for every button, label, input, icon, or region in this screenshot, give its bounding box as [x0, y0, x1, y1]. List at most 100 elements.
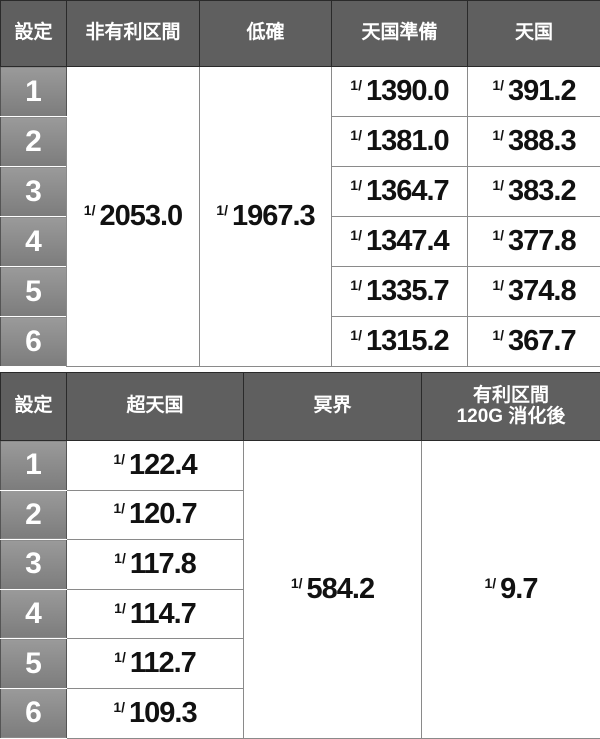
- heaven-prep-cell: 1/1381.0: [332, 117, 468, 167]
- non-advantage-cell: 1/2053.0: [67, 67, 200, 367]
- super-heaven-prob-value: 120.7: [129, 498, 197, 530]
- fraction-prefix: 1/: [350, 127, 362, 143]
- header-heaven-prep: 天国準備: [332, 1, 468, 67]
- fraction-prefix: 1/: [114, 600, 126, 616]
- fraction-prefix: 1/: [350, 277, 362, 293]
- heaven-prep-prob-value: 1335.7: [366, 275, 449, 307]
- heaven-prob: 1/388.3: [492, 137, 575, 154]
- fraction-prefix: 1/: [492, 177, 504, 193]
- fraction-prefix: 1/: [350, 227, 362, 243]
- setting-cell: 4: [1, 589, 67, 639]
- underworld-prob-value: 584.2: [307, 573, 375, 605]
- heaven-prob-value: 377.8: [508, 225, 576, 257]
- fraction-prefix: 1/: [492, 327, 504, 343]
- setting-cell: 1: [1, 441, 67, 491]
- super-heaven-prob-value: 114.7: [130, 598, 196, 630]
- advantage-after-120g-prob-value: 9.7: [500, 573, 537, 605]
- heaven-prep-prob: 1/1315.2: [350, 337, 448, 354]
- header-non-advantage: 非有利区間: [67, 1, 200, 67]
- non-advantage-prob-value: 2053.0: [99, 200, 182, 232]
- heaven-prep-cell: 1/1347.4: [332, 217, 468, 267]
- header-low-prob: 低確: [200, 1, 332, 67]
- underworld-prob: 1/584.2: [291, 585, 374, 602]
- fraction-prefix: 1/: [492, 277, 504, 293]
- non-advantage-prob: 1/2053.0: [84, 212, 182, 229]
- super-heaven-prob: 1/109.3: [113, 709, 196, 726]
- heaven-cell: 1/367.7: [468, 317, 600, 367]
- fraction-prefix: 1/: [350, 327, 362, 343]
- heaven-prob-value: 367.7: [508, 325, 576, 357]
- super-heaven-prob: 1/112.7: [114, 659, 196, 676]
- super-heaven-prob-value: 117.8: [130, 548, 196, 580]
- low-prob: 1/1967.3: [216, 212, 314, 229]
- super-heaven-prob: 1/122.4: [113, 461, 196, 478]
- header-setting: 設定: [1, 1, 67, 67]
- super-heaven-cell: 1/120.7: [67, 490, 244, 540]
- heaven-cell: 1/374.8: [468, 267, 600, 317]
- advantage-after-120g-prob: 1/9.7: [484, 585, 537, 602]
- setting-cell: 5: [1, 639, 67, 689]
- heaven-prob: 1/367.7: [492, 337, 575, 354]
- super-heaven-cell: 1/117.8: [67, 540, 244, 590]
- fraction-prefix: 1/: [492, 227, 504, 243]
- super-heaven-cell: 1/109.3: [67, 688, 244, 738]
- super-heaven-prob-value: 109.3: [129, 697, 197, 729]
- heaven-prob-value: 391.2: [508, 75, 576, 107]
- super-heaven-prob-value: 112.7: [130, 647, 196, 679]
- fraction-prefix: 1/: [484, 575, 496, 591]
- setting-cell: 2: [1, 490, 67, 540]
- heaven-prob-value: 388.3: [508, 125, 576, 157]
- heaven-prep-cell: 1/1364.7: [332, 167, 468, 217]
- setting-cell: 6: [1, 688, 67, 738]
- heaven-prep-prob-value: 1390.0: [366, 75, 449, 107]
- super-heaven-prob-value: 122.4: [129, 449, 197, 481]
- fraction-prefix: 1/: [114, 649, 126, 665]
- fraction-prefix: 1/: [291, 575, 303, 591]
- super-heaven-prob: 1/117.8: [114, 560, 196, 577]
- heaven-cell: 1/391.2: [468, 67, 600, 117]
- fraction-prefix: 1/: [113, 500, 125, 516]
- setting-cell: 1: [1, 67, 67, 117]
- heaven-prep-prob: 1/1390.0: [350, 87, 448, 104]
- heaven-cell: 1/383.2: [468, 167, 600, 217]
- header-super-heaven: 超天国: [67, 373, 244, 441]
- super-heaven-prob: 1/114.7: [114, 610, 196, 627]
- heaven-prob: 1/391.2: [492, 87, 575, 104]
- heaven-prep-prob-value: 1347.4: [366, 225, 449, 257]
- setting-cell: 3: [1, 167, 67, 217]
- setting-cell: 2: [1, 117, 67, 167]
- heaven-cell: 1/388.3: [468, 117, 600, 167]
- low-prob-value: 1967.3: [232, 200, 315, 232]
- heaven-prep-cell: 1/1390.0: [332, 67, 468, 117]
- super-heaven-cell: 1/112.7: [67, 639, 244, 689]
- heaven-cell: 1/377.8: [468, 217, 600, 267]
- fraction-prefix: 1/: [84, 202, 96, 218]
- heaven-prob: 1/383.2: [492, 187, 575, 204]
- fraction-prefix: 1/: [216, 202, 228, 218]
- fraction-prefix: 1/: [113, 451, 125, 467]
- super-heaven-cell: 1/114.7: [67, 589, 244, 639]
- fraction-prefix: 1/: [113, 699, 125, 715]
- fraction-prefix: 1/: [350, 77, 362, 93]
- heaven-prep-cell: 1/1335.7: [332, 267, 468, 317]
- heaven-prep-prob: 1/1364.7: [350, 187, 448, 204]
- fraction-prefix: 1/: [492, 77, 504, 93]
- heaven-prep-prob-value: 1364.7: [366, 175, 449, 207]
- heaven-prep-prob: 1/1347.4: [350, 237, 448, 254]
- fraction-prefix: 1/: [350, 177, 362, 193]
- fraction-prefix: 1/: [492, 127, 504, 143]
- heaven-prep-prob: 1/1381.0: [350, 137, 448, 154]
- setting-cell: 5: [1, 267, 67, 317]
- heaven-prep-prob: 1/1335.7: [350, 287, 448, 304]
- setting-cell: 3: [1, 540, 67, 590]
- header-heaven: 天国: [468, 1, 600, 67]
- setting-cell: 4: [1, 217, 67, 267]
- heaven-prob-value: 383.2: [508, 175, 576, 207]
- heaven-prob: 1/374.8: [492, 287, 575, 304]
- header-line-2: 120G 消化後: [457, 406, 566, 427]
- super-heaven-prob: 1/120.7: [113, 510, 196, 527]
